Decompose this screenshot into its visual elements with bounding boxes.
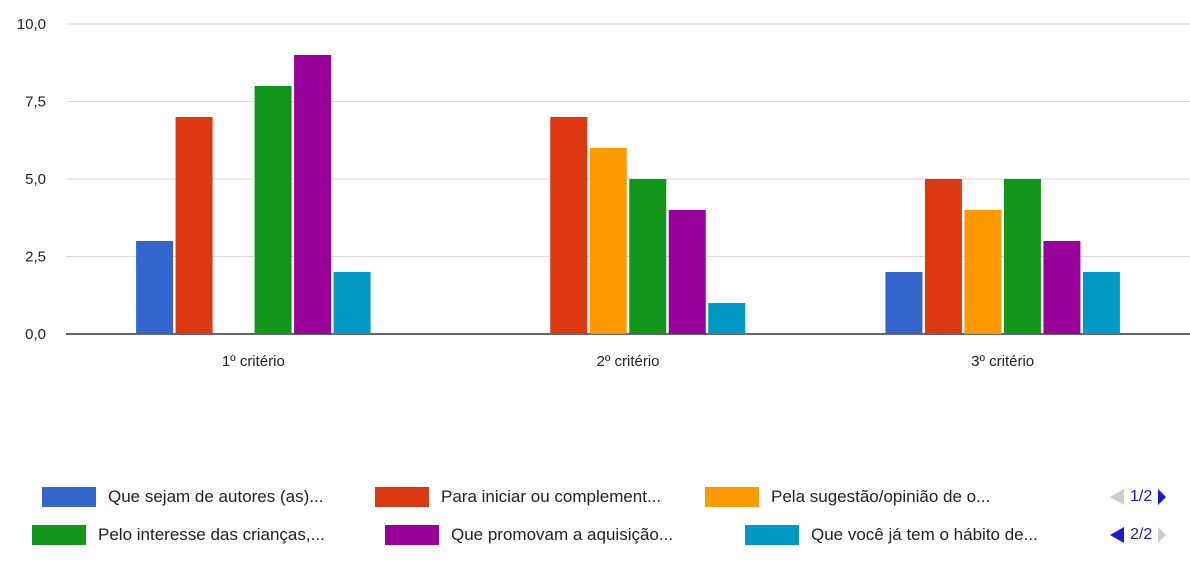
- bars: [136, 55, 1120, 334]
- x-tick-label: 3º critério: [971, 353, 1034, 370]
- legend-item[interactable]: Para iniciar ou complement...: [375, 482, 661, 512]
- bar[interactable]: [1082, 272, 1120, 334]
- bar[interactable]: [1043, 241, 1081, 334]
- x-axis-ticks: 1º critério 2º critério 3º critério: [222, 353, 1034, 370]
- prev-page-icon[interactable]: [1110, 489, 1124, 505]
- y-tick-label: 10,0: [17, 16, 46, 33]
- y-axis-ticks: 0,0 2,5 5,0 7,5 10,0: [17, 16, 46, 343]
- bar[interactable]: [589, 148, 627, 334]
- legend-label: Pela sugestão/opinião de o...: [771, 487, 991, 506]
- legend-swatch: [375, 487, 429, 507]
- bar[interactable]: [333, 272, 371, 334]
- legend-label: Pelo interesse das crianças,...: [98, 525, 325, 544]
- next-page-icon[interactable]: [1158, 489, 1167, 505]
- legend-item[interactable]: Que promovam a aquisição...: [385, 520, 673, 550]
- legend-swatch: [32, 525, 86, 545]
- bar[interactable]: [1003, 179, 1041, 334]
- x-tick-label: 2º critério: [597, 353, 660, 370]
- legend-label: Que sejam de autores (as)...: [108, 487, 324, 506]
- legend-item[interactable]: Pelo interesse das crianças,...: [32, 520, 325, 550]
- bar[interactable]: [668, 210, 706, 334]
- legend: Que sejam de autores (as)... Para inicia…: [0, 470, 1190, 562]
- page-indicator: 1/2: [1130, 488, 1153, 505]
- y-tick-label: 2,5: [25, 249, 46, 266]
- bar[interactable]: [885, 272, 923, 334]
- bar[interactable]: [964, 210, 1002, 334]
- legend-swatch: [705, 487, 759, 507]
- legend-item[interactable]: Que você já tem o hábito de...: [745, 520, 1038, 550]
- legend-swatch: [385, 525, 439, 545]
- bar[interactable]: [629, 179, 667, 334]
- bar-chart: 0,0 2,5 5,0 7,5 10,0 1º critério 2º critério 3…: [17, 16, 1190, 370]
- bar[interactable]: [254, 86, 292, 334]
- legend-pager: 1/2: [1110, 482, 1167, 512]
- legend-pager: 2/2: [1110, 520, 1167, 550]
- legend-label: Que você já tem o hábito de...: [811, 525, 1038, 544]
- bar[interactable]: [550, 117, 588, 334]
- legend-item[interactable]: Pela sugestão/opinião de o...: [705, 482, 990, 512]
- page-indicator: 2/2: [1130, 526, 1153, 543]
- y-tick-label: 0,0: [25, 326, 46, 343]
- legend-item[interactable]: Que sejam de autores (as)...: [42, 482, 323, 512]
- bar[interactable]: [708, 303, 746, 334]
- bar[interactable]: [175, 117, 213, 334]
- bar[interactable]: [924, 179, 962, 334]
- bar[interactable]: [136, 241, 174, 334]
- legend-swatch: [745, 525, 799, 545]
- prev-page-icon[interactable]: [1110, 527, 1124, 543]
- legend-label: Que promovam a aquisição...: [451, 525, 674, 544]
- y-tick-label: 7,5: [25, 94, 46, 111]
- legend-label: Para iniciar ou complement...: [441, 487, 662, 506]
- legend-swatch: [42, 487, 96, 507]
- y-tick-label: 5,0: [25, 171, 46, 188]
- gridlines: [66, 23, 1190, 335]
- bar[interactable]: [294, 55, 332, 334]
- x-tick-label: 1º critério: [222, 353, 285, 370]
- legend-row-2: Pelo interesse das crianças,... Que prom…: [0, 520, 1190, 550]
- next-page-icon[interactable]: [1158, 527, 1167, 543]
- legend-row-1: Que sejam de autores (as)... Para inicia…: [0, 482, 1190, 512]
